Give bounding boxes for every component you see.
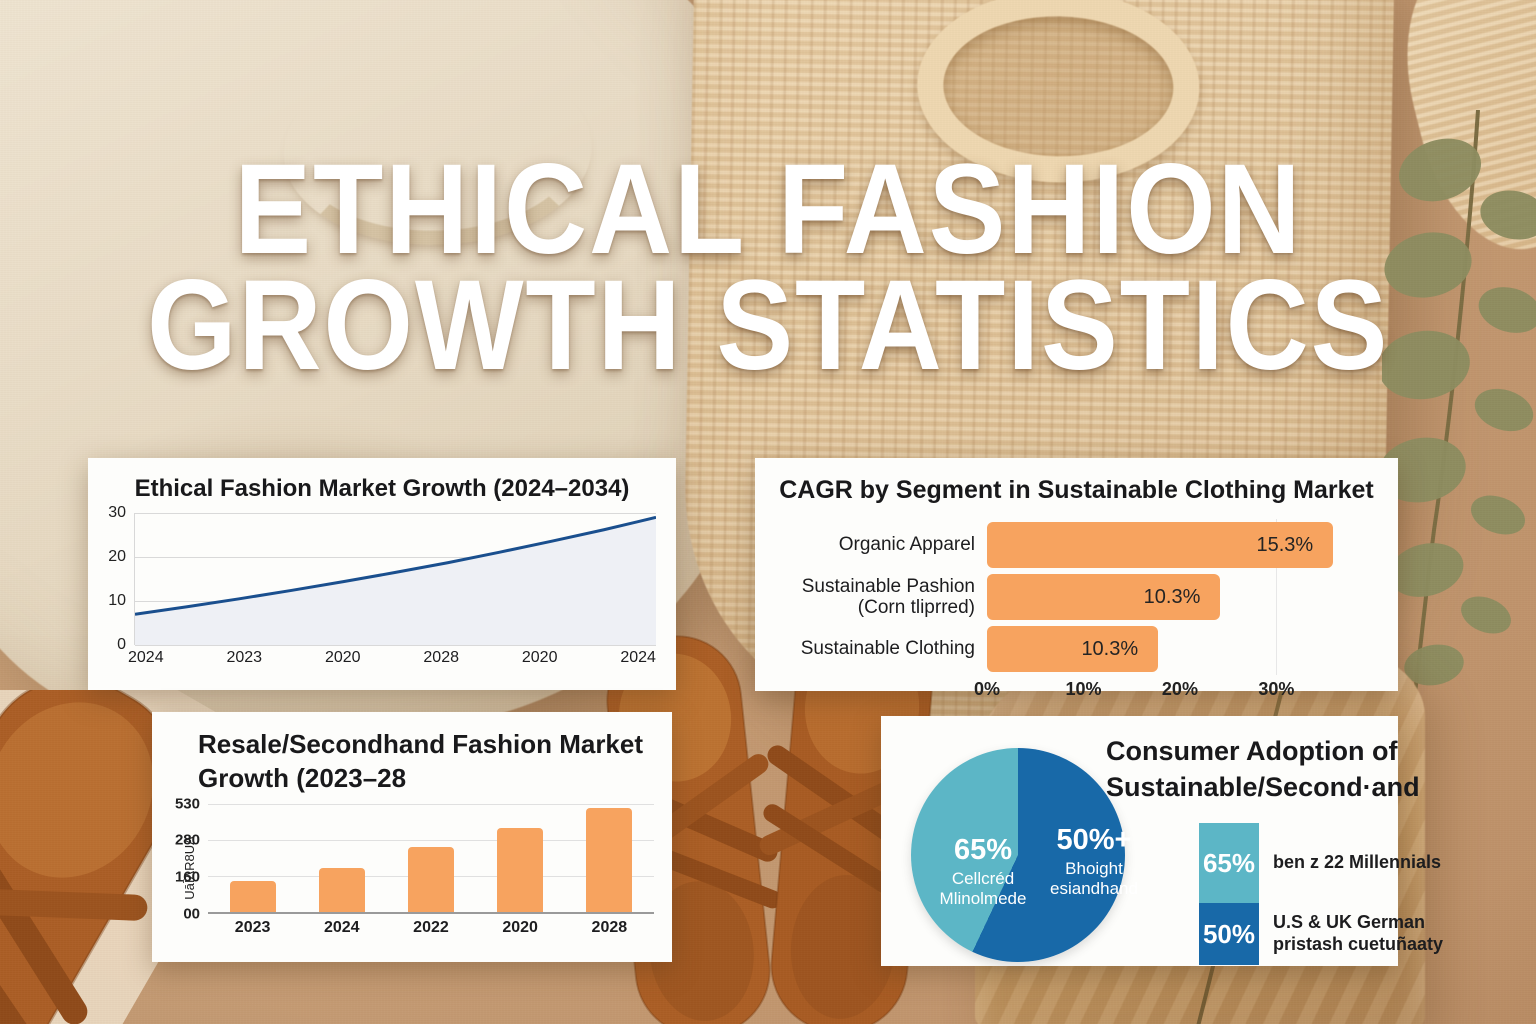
cagr-category-labels: Organic Apparel Sustainable Pashion (Cor… <box>765 519 987 699</box>
legend-item-us-uk: 50% U.S & UK German pristash cuetuñaaty <box>1199 903 1443 965</box>
pie-legend: 65% ben z 22 Millennials 50% U.S & UK Ge… <box>1199 823 1443 965</box>
resale-y-axis: 530 280 160 00 <box>166 795 208 922</box>
resale-bars <box>208 804 654 912</box>
y-tick: 30 <box>108 504 126 521</box>
y-tick: 280 <box>174 831 200 849</box>
pie-chart-title: Consumer Adoption of Sustainable/Second·a… <box>1106 736 1420 802</box>
page-title-line1: ETHICAL FASHION <box>233 138 1303 281</box>
line-chart-area: 30 20 10 0 <box>100 504 656 653</box>
bar-2023 <box>229 881 276 912</box>
x-tick: 10% <box>1065 679 1102 699</box>
x-tick: 20% <box>1161 679 1198 699</box>
line-series-svg <box>135 513 656 645</box>
legend-text: U.S & UK German pristash cuetuñaaty <box>1273 912 1444 954</box>
x-tick: 2020 <box>324 649 361 666</box>
legend-text: ben z 22 Millennials <box>1273 852 1442 873</box>
card-cagr-bar-chart: CAGR by Segment in Sustainable Clothing … <box>755 458 1398 699</box>
bar-sustainable-clothing: 10.3% <box>987 626 1159 672</box>
cagr-chart-area: Organic Apparel Sustainable Pashion (Cor… <box>765 519 1376 699</box>
bar-label: Sustainable Clothing <box>800 638 975 660</box>
cagr-chart-title: CAGR by Segment in Sustainable Clothing … <box>779 476 1374 504</box>
card-market-growth-line-chart: Ethical Fashion Market Growth (2024–2034… <box>88 458 676 690</box>
page-title-line2: GROWTH STATISTICS <box>146 254 1390 397</box>
x-tick: 2024 <box>620 649 656 666</box>
line-chart-x-axis: 2024 2023 2020 2028 2020 2024 <box>128 649 656 667</box>
line-chart-y-axis: 30 20 10 0 <box>100 504 134 653</box>
bar-value: 10.3% <box>1143 585 1201 608</box>
resale-chart-area: UāĪΛR8UΛ 530 280 160 00 <box>166 795 654 922</box>
bar-label: Sustainable Pashion (Corn tliprred) <box>801 575 975 618</box>
y-tick: 20 <box>108 547 126 565</box>
x-tick: 2022 <box>413 918 449 936</box>
line-chart-title: Ethical Fashion Market Growth (2024–2034… <box>134 475 630 502</box>
x-tick: 2028 <box>423 649 459 666</box>
x-tick: 2024 <box>128 649 164 666</box>
pie-slice-label-teal: 65% Cellcréd Mlinolmede <box>939 834 1027 908</box>
x-tick: 2024 <box>323 918 360 936</box>
line-chart-plot <box>134 513 656 646</box>
bar-label: Organic Apparel <box>838 534 975 556</box>
card-resale-bar-chart: Resale/Secondhand Fashion Market Growth (… <box>152 712 672 962</box>
resale-plot <box>208 803 654 914</box>
bar-value: 15.3% <box>1256 533 1314 556</box>
legend-item-millennials: 65% ben z 22 Millennials <box>1199 823 1441 903</box>
x-tick: 2023 <box>234 918 271 936</box>
bar-sustainable-pashion: 10.3% <box>987 574 1221 620</box>
x-tick: 2020 <box>521 649 558 666</box>
legend-swatch-teal: 65% <box>1199 823 1259 903</box>
x-tick: 2028 <box>591 918 628 936</box>
card-consumer-adoption-pie: Consumer Adoption of Sustainable/Second·a… <box>881 716 1443 966</box>
y-tick: 0 <box>117 636 126 653</box>
y-tick: 530 <box>174 795 200 813</box>
bar-2020 <box>497 828 544 912</box>
cagr-bars: 15.3% 10.3% 10.3% 0% 10% 20% 30% <box>974 519 1376 699</box>
bar-2028 <box>586 807 633 912</box>
page-title: ETHICAL FASHION GROWTH STATISTICS <box>0 138 1536 397</box>
bar-2024 <box>318 868 365 912</box>
x-tick: 2023 <box>226 649 263 666</box>
bar-value: 10.3% <box>1081 637 1139 660</box>
y-tick: 00 <box>183 905 200 923</box>
x-tick: 30% <box>1258 679 1295 699</box>
resale-x-axis: 2023 2024 2022 2020 2028 <box>208 919 654 937</box>
bar-organic-apparel: 15.3% <box>987 522 1334 568</box>
x-tick: 0% <box>973 679 1001 699</box>
y-tick: 160 <box>174 868 200 886</box>
bar-2022 <box>407 846 454 912</box>
pie-slice-label-blue: 50%+ Bhoight esiandhand <box>1050 824 1138 898</box>
legend-swatch-blue: 50% <box>1199 903 1259 965</box>
resale-chart-title: Resale/Secondhand Fashion Market Growth (… <box>198 729 644 793</box>
x-tick: 2020 <box>502 918 538 936</box>
y-tick: 10 <box>108 592 126 610</box>
cagr-x-axis: 0% 10% 20% 30% <box>974 675 1376 699</box>
